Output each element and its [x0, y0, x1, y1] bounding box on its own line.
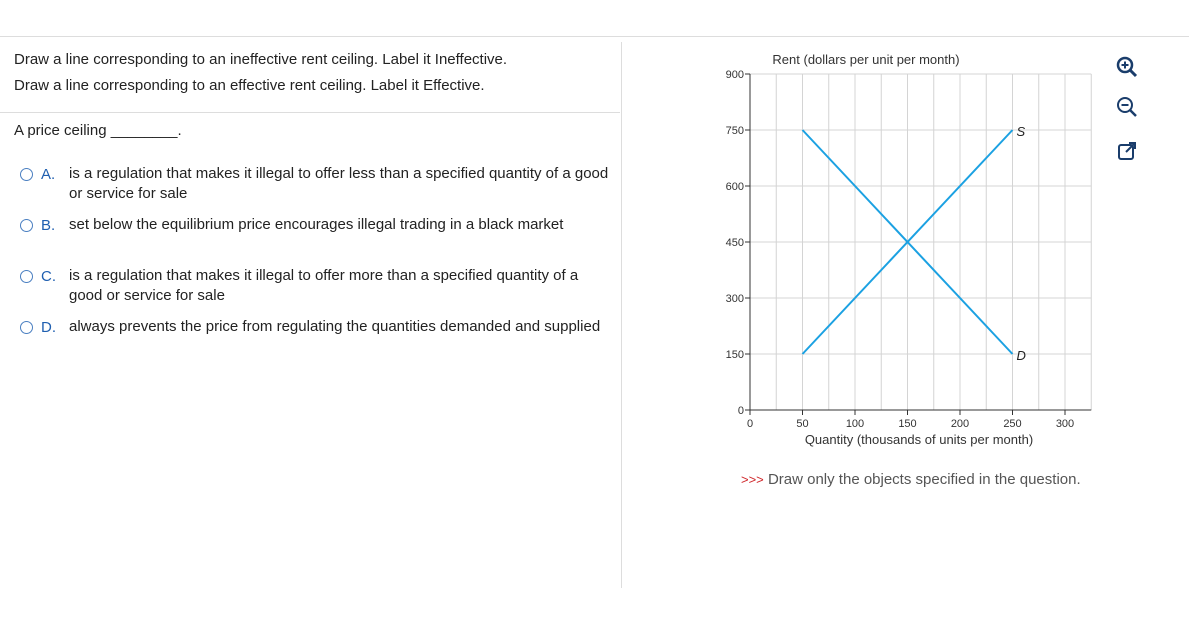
- x-tick-label: 150: [898, 418, 916, 430]
- zoom-out-button[interactable]: [1115, 95, 1139, 119]
- option-letter: B.: [41, 217, 56, 234]
- y-tick-label: 300: [726, 293, 744, 305]
- hint: >>> Draw only the objects specified in t…: [741, 471, 1081, 488]
- radio[interactable]: [20, 321, 33, 334]
- option-letter: D.: [41, 319, 56, 336]
- instruction: Draw a line corresponding to an ineffect…: [14, 51, 508, 68]
- radio[interactable]: [20, 270, 33, 283]
- option-text: set below the equilibrium price encourag…: [69, 216, 564, 233]
- curve-label: S: [1017, 124, 1026, 139]
- y-tick-label: 450: [726, 237, 744, 249]
- popout-button[interactable]: [1115, 139, 1139, 163]
- option-text: is a regulation that makes it illegal to…: [69, 165, 609, 202]
- option-text: is a regulation that makes it illegal to…: [69, 267, 579, 304]
- question: A price ceiling ________.: [14, 122, 182, 139]
- hint-marker: >>>: [741, 472, 764, 487]
- divider: [621, 42, 622, 588]
- option-letter: C.: [41, 268, 56, 285]
- y-tick-label: 750: [726, 125, 744, 137]
- x-tick-label: 50: [796, 418, 808, 430]
- radio[interactable]: [20, 168, 33, 181]
- instruction: Draw a line corresponding to an effectiv…: [14, 77, 485, 94]
- y-tick-label: 900: [726, 69, 744, 81]
- separator: [0, 112, 620, 113]
- option: B. set below the equilibrium price encour…: [20, 216, 609, 235]
- x-tick-label: 100: [846, 418, 864, 430]
- y-tick-label: 150: [726, 349, 744, 361]
- option-text: always prevents the price from regulatin…: [69, 318, 601, 335]
- zoom-in-button[interactable]: [1115, 55, 1139, 79]
- x-tick-label: 300: [1056, 418, 1074, 430]
- x-tick-label: 200: [951, 418, 969, 430]
- y-tick-label: 0: [738, 405, 744, 417]
- hint-text: Draw only the objects specified in the q…: [767, 471, 1081, 488]
- x-tick-label: 250: [1003, 418, 1021, 430]
- y-tick-label: 600: [726, 181, 744, 193]
- option: D. always prevents the price from regulat…: [20, 318, 609, 337]
- radio[interactable]: [20, 219, 33, 232]
- x-tick-label: 0: [747, 418, 753, 430]
- curve: [801, 129, 1014, 355]
- curve-label: D: [1017, 348, 1026, 363]
- x-axis-title: Quantity (thousands of units per month): [805, 432, 1033, 447]
- option: A. is a regulation that makes it illegal …: [20, 165, 609, 204]
- y-axis-title: Rent (dollars per unit per month): [772, 52, 959, 67]
- top-rule: [0, 36, 1189, 37]
- option: C. is a regulation that makes it illegal …: [20, 267, 609, 306]
- option-letter: A.: [41, 166, 56, 183]
